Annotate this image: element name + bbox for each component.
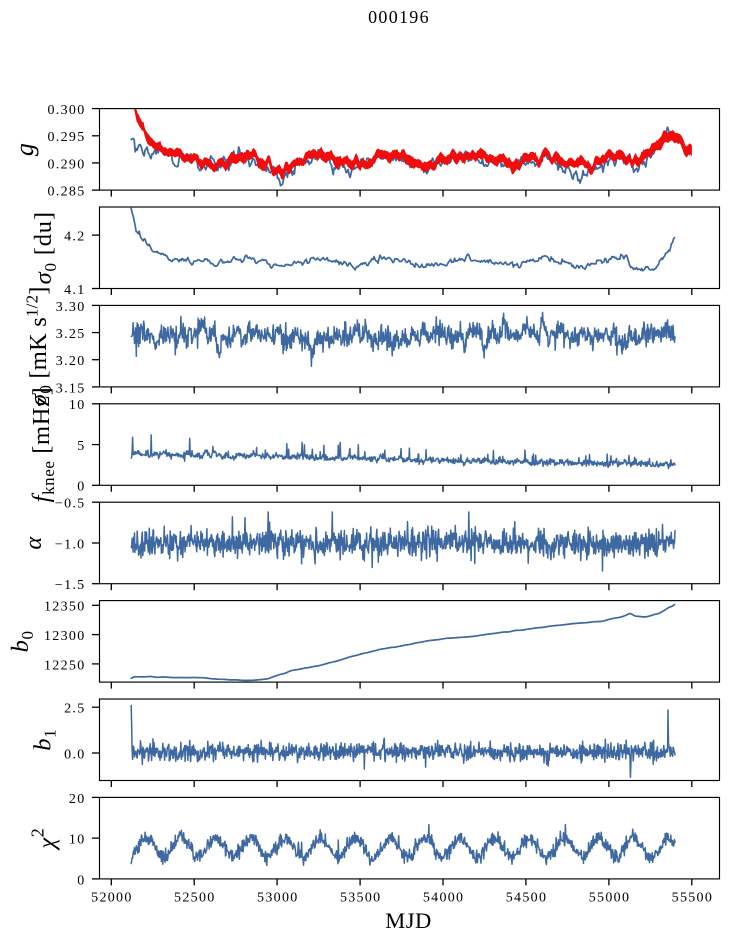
svg-text:σ0 [mK s1/2]: σ0 [mK s1/2] — [23, 286, 56, 406]
svg-text:10: 10 — [69, 398, 86, 413]
svg-text:10: 10 — [69, 833, 86, 848]
svg-text:3.30: 3.30 — [56, 300, 86, 315]
svg-text:χ2: χ2 — [28, 828, 61, 851]
svg-text:3.20: 3.20 — [56, 354, 86, 369]
svg-text:20: 20 — [69, 792, 86, 807]
svg-text:0.295: 0.295 — [48, 130, 86, 145]
svg-text:3.25: 3.25 — [56, 327, 86, 342]
svg-text:−1.5: −1.5 — [55, 578, 86, 593]
svg-text:54500: 54500 — [506, 891, 548, 906]
svg-text:52500: 52500 — [174, 891, 216, 906]
svg-text:0: 0 — [77, 480, 85, 495]
svg-text:53000: 53000 — [257, 891, 299, 906]
svg-text:12250: 12250 — [44, 658, 86, 673]
svg-text:−1.0: −1.0 — [55, 537, 86, 552]
svg-text:000196: 000196 — [368, 7, 430, 27]
svg-text:4.1: 4.1 — [64, 283, 85, 298]
svg-text:0.290: 0.290 — [48, 157, 86, 172]
svg-text:52000: 52000 — [91, 891, 133, 906]
svg-text:55500: 55500 — [672, 891, 714, 906]
svg-text:54000: 54000 — [423, 891, 465, 906]
svg-text:α: α — [20, 536, 47, 550]
svg-text:b1: b1 — [30, 729, 60, 751]
svg-text:0.300: 0.300 — [48, 103, 86, 118]
svg-text:4.2: 4.2 — [64, 230, 85, 245]
svg-text:53500: 53500 — [340, 891, 382, 906]
svg-text:2.5: 2.5 — [64, 702, 85, 717]
svg-text:MJD: MJD — [385, 908, 432, 933]
svg-text:g: g — [10, 143, 39, 157]
svg-text:0.0: 0.0 — [64, 747, 85, 762]
svg-text:σ0 [du]: σ0 [du] — [30, 211, 60, 284]
svg-text:0.285: 0.285 — [48, 185, 86, 200]
svg-text:55000: 55000 — [589, 891, 631, 906]
svg-text:0: 0 — [77, 873, 85, 888]
svg-text:12350: 12350 — [44, 600, 86, 615]
svg-text:fknee [mHz]: fknee [mHz] — [28, 387, 58, 503]
svg-text:3.15: 3.15 — [56, 381, 86, 396]
svg-text:−0.5: −0.5 — [55, 497, 86, 512]
svg-text:12300: 12300 — [44, 629, 86, 644]
svg-text:b0: b0 — [7, 630, 37, 652]
svg-text:5: 5 — [77, 439, 85, 454]
